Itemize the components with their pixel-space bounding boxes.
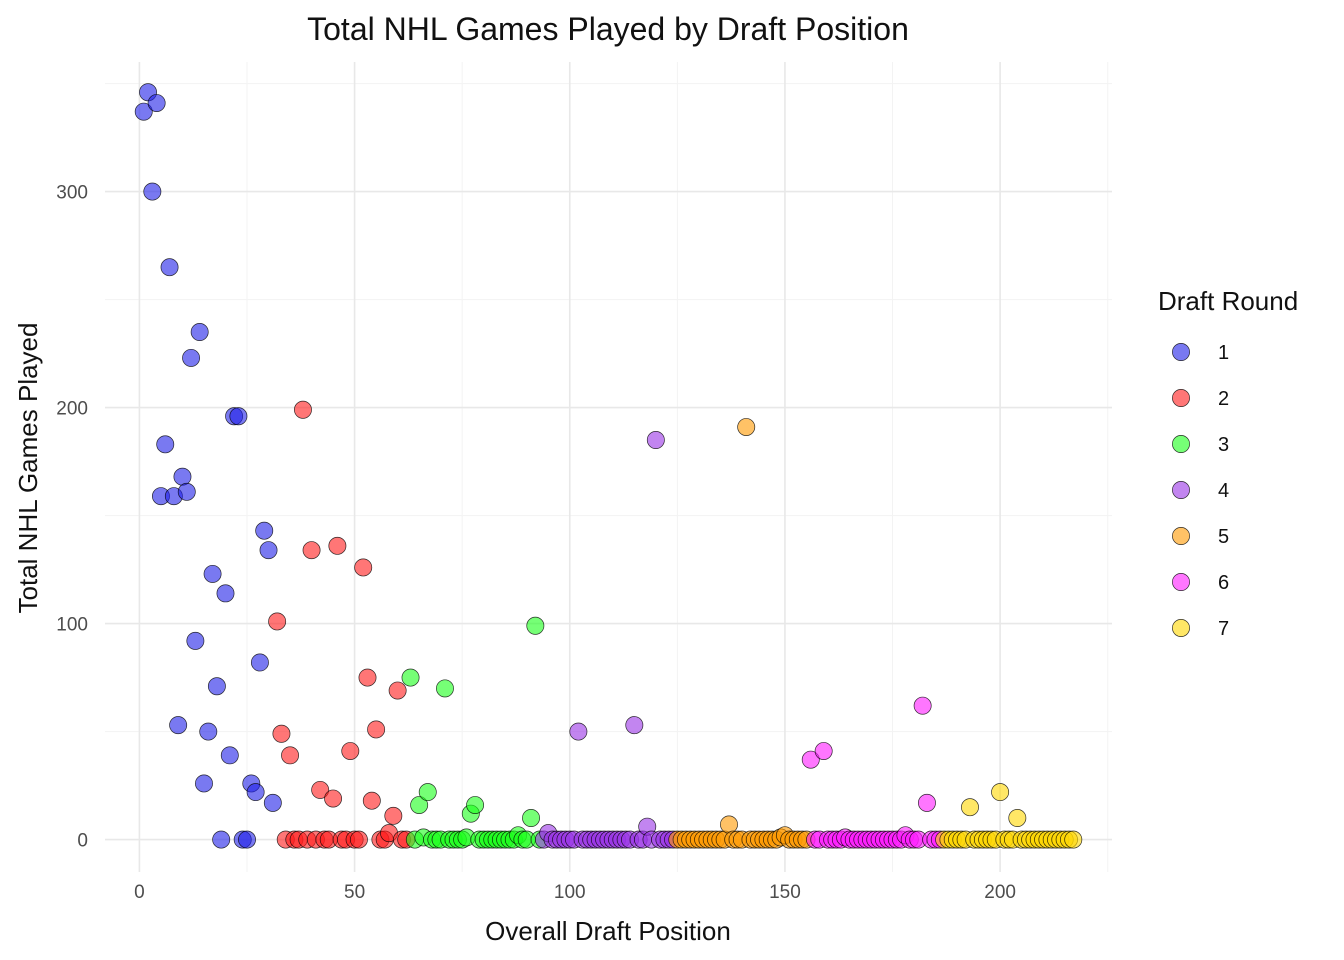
- x-tick-label: 0: [134, 882, 145, 903]
- data-point-round-2: [341, 742, 360, 760]
- x-tick-label: 100: [554, 882, 586, 903]
- legend-key-2: [1172, 389, 1190, 407]
- data-point-round-2: [388, 681, 407, 700]
- x-tick-label: 50: [344, 882, 365, 903]
- data-point-round-1: [177, 482, 196, 501]
- legend-label-7: 7: [1218, 618, 1229, 640]
- data-point-round-1: [220, 746, 239, 765]
- y-tick-label: 200: [56, 399, 88, 420]
- data-point-round-7: [991, 783, 1010, 802]
- data-point-round-6: [918, 793, 936, 812]
- data-point-round-2: [281, 746, 299, 765]
- legend: Draft Round 1 2 3 4 5 6 7: [1158, 286, 1298, 640]
- data-point-round-1: [250, 653, 269, 672]
- data-point-round-1: [195, 774, 213, 793]
- data-point-round-1: [134, 102, 153, 121]
- data-point-round-1: [216, 584, 235, 603]
- legend-title: Draft Round: [1158, 286, 1298, 316]
- data-point-round-2: [272, 724, 291, 743]
- y-axis-ticks: 0 100 200 300: [56, 183, 88, 852]
- legend-key-5: [1172, 527, 1190, 545]
- legend-label-1: 1: [1218, 342, 1229, 364]
- data-point-round-3: [436, 679, 454, 698]
- data-point-round-2: [268, 612, 287, 631]
- data-point-round-2: [328, 536, 347, 555]
- data-point-round-1: [182, 348, 201, 367]
- data-point-round-2: [384, 806, 403, 825]
- data-point-round-1: [190, 323, 209, 341]
- data-point-round-3: [466, 796, 485, 814]
- data-point-round-7: [1064, 830, 1083, 849]
- data-point-round-1: [238, 830, 256, 849]
- y-axis-title: Total NHL Games Played: [13, 323, 43, 614]
- x-axis-title: Overall Draft Position: [485, 916, 731, 946]
- data-point-round-3: [522, 809, 540, 827]
- legend-key-3: [1172, 435, 1190, 453]
- data-point-round-2: [367, 720, 386, 739]
- data-point-round-5: [720, 815, 738, 834]
- x-tick-label: 150: [769, 882, 801, 903]
- data-point-round-1: [173, 467, 192, 486]
- data-point-round-2: [324, 789, 343, 808]
- legend-key-6: [1172, 573, 1190, 591]
- data-point-round-3: [410, 796, 429, 814]
- data-point-round-1: [259, 541, 278, 560]
- data-point-round-1: [199, 722, 218, 741]
- data-point-round-2: [302, 541, 321, 560]
- legend-key-7: [1172, 619, 1190, 637]
- data-point-round-5: [737, 418, 756, 436]
- x-axis-ticks: 0 50 100 150 200: [134, 882, 1016, 903]
- data-point-round-3: [526, 616, 545, 635]
- data-point-round-2: [354, 558, 373, 577]
- data-points: [134, 83, 1083, 849]
- data-point-round-3: [418, 783, 437, 802]
- data-point-round-1: [229, 407, 248, 426]
- legend-label-6: 6: [1218, 572, 1229, 594]
- data-point-round-6: [801, 750, 820, 769]
- legend-label-5: 5: [1218, 526, 1229, 548]
- data-point-round-4: [625, 716, 644, 735]
- data-point-round-2: [349, 830, 368, 849]
- y-tick-label: 0: [77, 831, 88, 852]
- data-point-round-4: [646, 431, 665, 449]
- data-point-round-6: [913, 696, 932, 715]
- data-point-round-6: [814, 742, 833, 760]
- data-point-round-2: [294, 400, 312, 419]
- data-point-round-1: [143, 182, 162, 201]
- data-point-round-3: [401, 668, 420, 687]
- legend-key-4: [1172, 481, 1190, 499]
- data-point-round-1: [255, 521, 274, 540]
- data-point-round-1: [203, 564, 222, 583]
- data-point-round-1: [156, 435, 175, 454]
- minor-gridlines: [105, 62, 1112, 872]
- x-tick-label: 200: [984, 882, 1016, 903]
- data-point-round-1: [169, 716, 188, 735]
- legend-key-1: [1172, 343, 1190, 361]
- data-point-round-1: [207, 677, 226, 696]
- data-point-round-2: [362, 791, 381, 810]
- data-point-round-2: [358, 668, 377, 687]
- data-point-round-7: [961, 798, 979, 817]
- data-point-round-2: [311, 780, 330, 799]
- data-point-round-1: [246, 783, 265, 802]
- legend-label-3: 3: [1218, 434, 1229, 456]
- legend-label-2: 2: [1218, 388, 1229, 410]
- major-gridlines: [105, 62, 1112, 872]
- chart-title: Total NHL Games Played by Draft Position: [307, 11, 909, 47]
- legend-label-4: 4: [1218, 480, 1229, 502]
- y-tick-label: 100: [56, 615, 88, 636]
- data-point-round-1: [160, 258, 179, 277]
- data-point-round-1: [263, 793, 282, 812]
- y-tick-label: 300: [56, 183, 88, 204]
- data-point-round-1: [212, 830, 231, 849]
- data-point-round-7: [1008, 809, 1027, 827]
- data-point-round-1: [186, 631, 205, 650]
- data-point-round-1: [147, 94, 166, 112]
- data-point-round-4: [569, 722, 588, 741]
